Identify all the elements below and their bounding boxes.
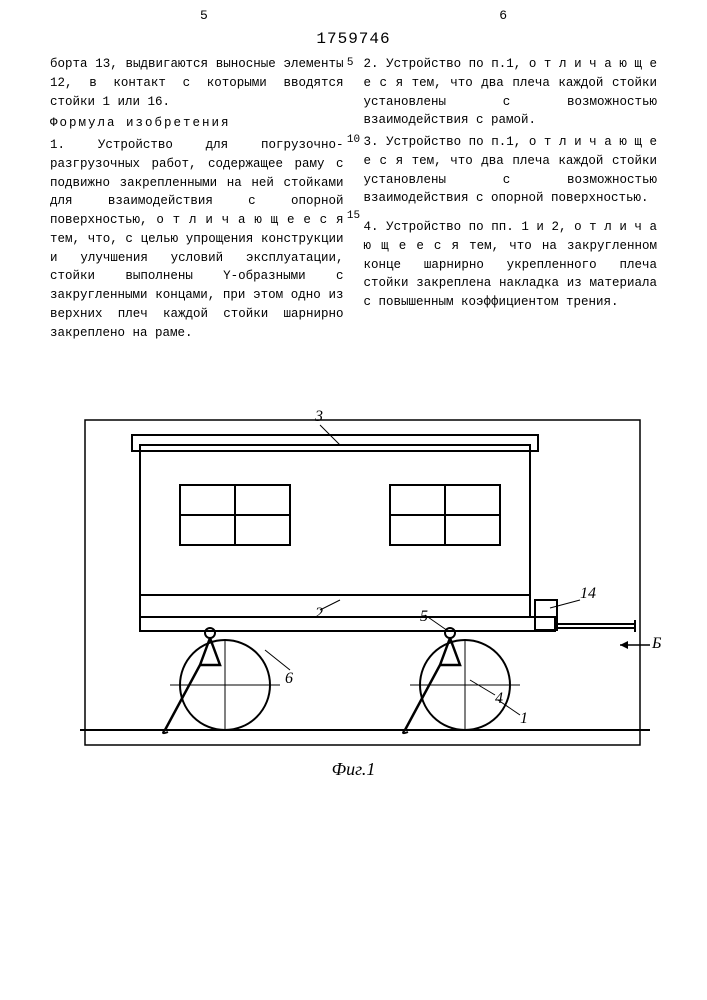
right-p2: 3. Устройство по п.1, о т л и ч а ю щ е … — [364, 133, 658, 208]
right-column: 2. Устройство по п.1, о т л и ч а ю щ е … — [364, 55, 658, 345]
right-p1: 2. Устройство по п.1, о т л и ч а ю щ е … — [364, 55, 658, 130]
patent-number: 1759746 — [316, 30, 390, 48]
annotation-5: 5 — [420, 608, 428, 626]
line-num-5: 5 — [347, 55, 360, 72]
annotation-2: 2 — [315, 605, 323, 623]
annotation-6: 6 — [285, 670, 293, 688]
left-p1: борта 13, выдвигаются выносные элементы … — [50, 55, 344, 111]
left-p2: 1. Устройство для погрузочно-разгрузочны… — [50, 136, 344, 342]
right-p3: 4. Устройство по пп. 1 и 2, о т л и ч а … — [364, 218, 658, 312]
figure-1: 3 2 5 6 4 1 14 Б Фиг.1 — [50, 390, 657, 790]
line-numbers: 5 10 15 — [347, 55, 360, 285]
annotation-1: 1 — [520, 710, 528, 728]
figure-svg — [50, 390, 657, 760]
formula-heading: Формула изобретения — [50, 114, 344, 133]
figure-label: Фиг.1 — [332, 759, 376, 780]
page-number-left: 5 — [200, 8, 208, 23]
annotation-4: 4 — [495, 690, 503, 708]
annotation-b: Б — [652, 635, 661, 653]
line-num-15: 15 — [347, 208, 360, 225]
annotation-3: 3 — [315, 408, 323, 426]
page-number-right: 6 — [499, 8, 507, 23]
line-num-10: 10 — [347, 132, 360, 149]
annotation-14: 14 — [580, 585, 596, 603]
left-column: борта 13, выдвигаются выносные элементы … — [50, 55, 344, 345]
